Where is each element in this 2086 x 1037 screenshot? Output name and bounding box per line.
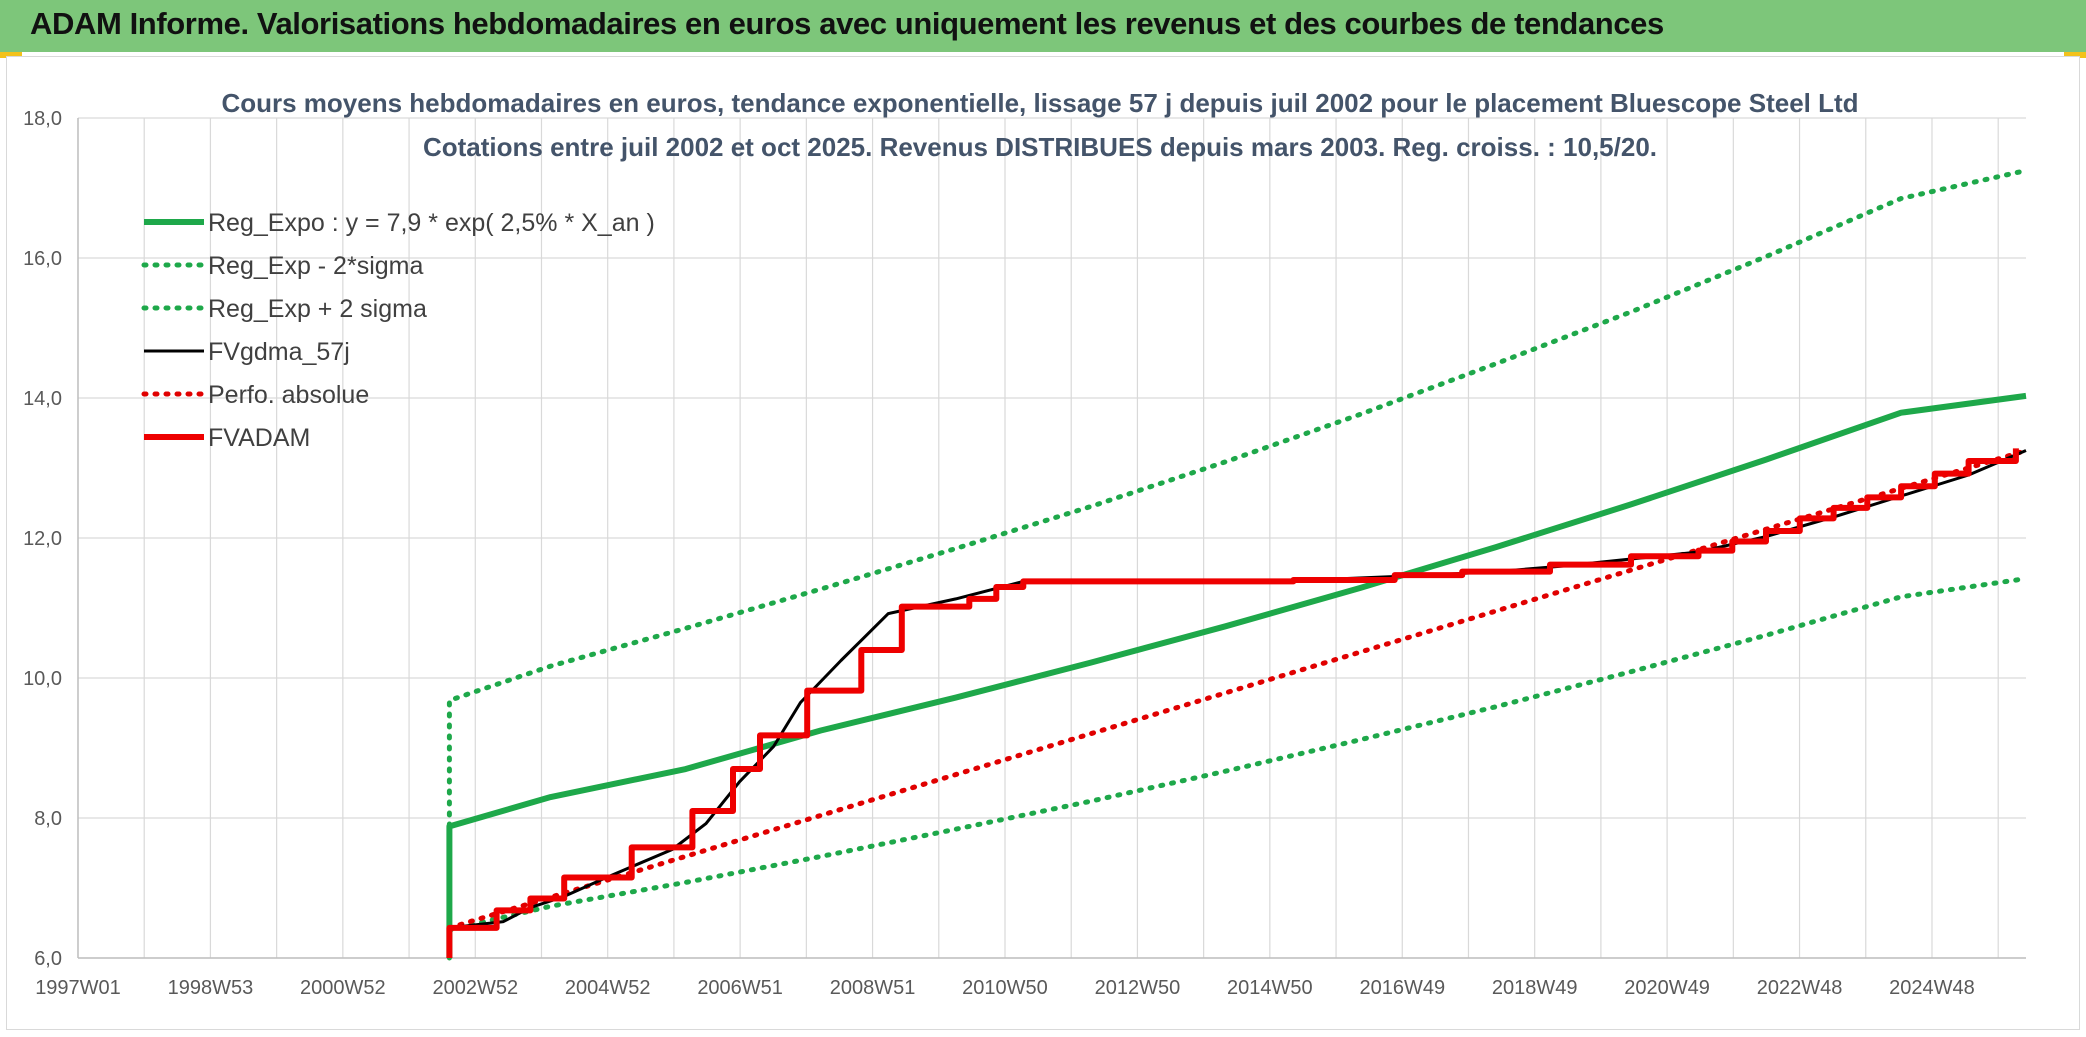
chart-title-line1: Cours moyens hebdomadaires en euros, ten… — [221, 88, 1858, 118]
x-tick-label: 2000W52 — [300, 977, 386, 999]
x-tick-label: 2020W49 — [1624, 977, 1710, 999]
chart-series — [446, 168, 2029, 961]
x-tick-label: 1998W53 — [168, 977, 254, 999]
axis-labels: 6,0 8,0 10,0 12,0 14,0 16,0 18,0 1997W01 1998W53… — [23, 108, 1975, 999]
x-tick-label: 2024W48 — [1889, 977, 1975, 999]
y-tick-label: 18,0 — [23, 108, 62, 130]
x-tick-label: 2014W50 — [1227, 977, 1313, 999]
legend-label: Reg_Exp + 2 sigma — [208, 295, 427, 323]
x-tick-label: 2004W52 — [565, 977, 651, 999]
x-tick-label: 2016W49 — [1359, 977, 1445, 999]
series-line-0 — [446, 392, 2027, 958]
y-tick-label: 14,0 — [23, 388, 62, 410]
header-band — [0, 0, 2086, 52]
legend-label: FVgdma_57j — [208, 338, 350, 366]
series-line-4 — [446, 448, 2029, 931]
corner-accent-right — [2064, 52, 2086, 58]
x-tick-label: 1997W01 — [35, 977, 121, 999]
corner-accent-left — [0, 52, 22, 58]
chart-legend: Reg_Expo : y = 7,9 * exp( 2,5% * X_an ) R… — [141, 209, 655, 452]
y-tick-label: 8,0 — [34, 808, 62, 830]
legend-label: Reg_Expo : y = 7,9 * exp( 2,5% * X_an ) — [208, 209, 655, 237]
series-line-2 — [446, 168, 2029, 961]
page-title: ADAM Informe. Valorisations hebdomadaire… — [30, 6, 1664, 41]
y-tick-label: 12,0 — [23, 528, 62, 550]
series-line-1 — [446, 576, 2029, 933]
x-tick-label: 2010W50 — [962, 977, 1048, 999]
x-tick-label: 2022W48 — [1757, 977, 1843, 999]
series-line-5 — [446, 448, 2019, 958]
x-tick-label: 2002W52 — [432, 977, 518, 999]
x-tick-label: 2006W51 — [697, 977, 783, 999]
x-tick-label: 2012W50 — [1095, 977, 1181, 999]
y-tick-label: 16,0 — [23, 248, 62, 270]
chart-title-line2: Cotations entre juil 2002 et oct 2025. R… — [423, 132, 1657, 162]
x-tick-label: 2008W51 — [830, 977, 916, 999]
x-tick-label: 2018W49 — [1492, 977, 1578, 999]
y-tick-label: 6,0 — [34, 948, 62, 970]
y-tick-label: 10,0 — [23, 668, 62, 690]
legend-label: FVADAM — [208, 424, 310, 452]
legend-label: Reg_Exp - 2*sigma — [208, 252, 423, 280]
legend-label: Perfo. absolue — [208, 381, 369, 409]
